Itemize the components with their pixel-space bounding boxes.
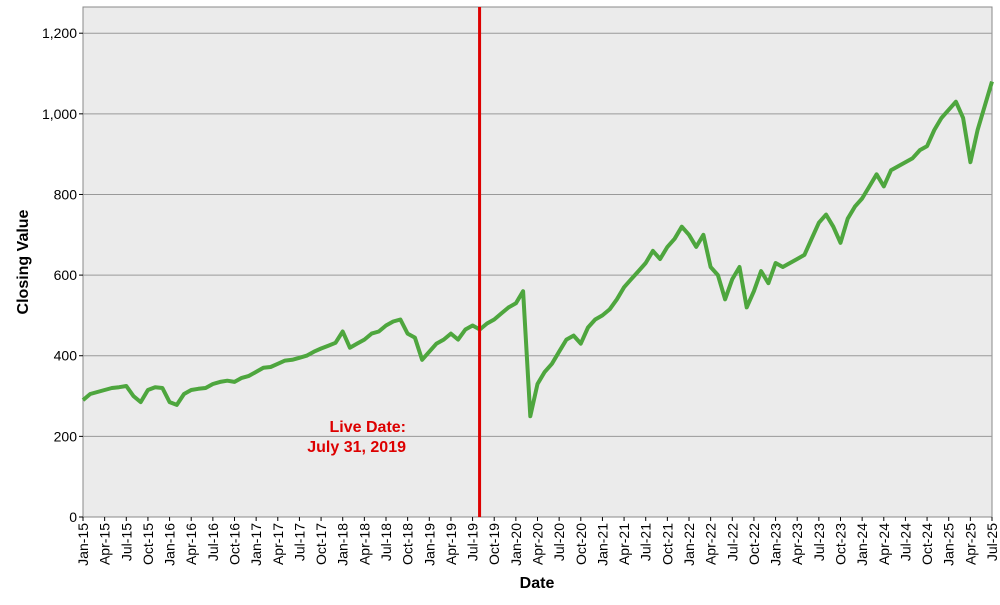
x-tick-label: Jan-22 [681, 523, 697, 566]
x-tick-label: Jan-15 [75, 523, 91, 566]
x-tick-label: Apr-17 [270, 523, 286, 565]
x-tick-label: Apr-16 [183, 523, 199, 565]
x-tick-label: Oct-19 [486, 523, 502, 565]
y-tick-label: 1,000 [42, 106, 77, 122]
x-tick-label: Apr-19 [443, 523, 459, 565]
x-tick-label: Apr-24 [876, 523, 892, 565]
x-tick-label: Apr-21 [616, 523, 632, 565]
x-tick-label: Jan-25 [941, 523, 957, 566]
x-tick-label: Jan-18 [335, 523, 351, 566]
x-tick-label: Oct-17 [313, 523, 329, 565]
x-tick-label: Oct-22 [746, 523, 762, 565]
x-tick-label: Oct-18 [400, 523, 416, 565]
x-tick-label: Jan-19 [421, 523, 437, 566]
x-tick-label: Jul-15 [118, 523, 134, 561]
x-tick-label: Jan-16 [162, 523, 178, 566]
x-tick-label: Jul-24 [897, 523, 913, 561]
x-tick-label: Apr-15 [97, 523, 113, 565]
x-tick-label: Apr-22 [703, 523, 719, 565]
annotation: July 31, 2019 [307, 439, 406, 456]
x-tick-label: Apr-25 [962, 523, 978, 565]
x-tick-label: Jan-17 [248, 523, 264, 566]
x-tick-label: Jan-23 [768, 523, 784, 566]
y-tick-label: 1,200 [42, 25, 77, 41]
x-tick-label: Jan-20 [508, 523, 524, 566]
price-line [81, 81, 994, 419]
x-tick-label: Apr-20 [530, 523, 546, 565]
x-tick-label: Apr-23 [789, 523, 805, 565]
x-tick-label: Oct-15 [140, 523, 156, 565]
x-tick-label: Jul-19 [465, 523, 481, 561]
x-tick-label: Jan-21 [594, 523, 610, 566]
x-tick-label: Jul-18 [378, 523, 394, 561]
x-tick-label: Oct-20 [573, 523, 589, 565]
plot-area [82, 6, 993, 518]
y-tick-label: 200 [54, 428, 78, 444]
y-tick-label: 600 [54, 267, 78, 283]
y-tick-label: 400 [54, 348, 78, 364]
y-axis-title: Closing Value [15, 209, 32, 314]
x-tick-label: Jul-25 [984, 523, 1000, 561]
x-tick-label: Jul-17 [291, 523, 307, 561]
x-tick-label: Oct-16 [227, 523, 243, 565]
x-tick-label: Jul-22 [724, 523, 740, 561]
annotation: Live Date: [330, 419, 406, 436]
x-axis-title: Date [520, 575, 555, 592]
y-tick-label: 800 [54, 186, 78, 202]
x-tick-label: Oct-21 [659, 523, 675, 565]
x-tick-label: Jan-24 [854, 523, 870, 566]
x-tick-label: Jul-20 [551, 523, 567, 561]
x-tick-label: Jul-21 [638, 523, 654, 561]
x-tick-label: Oct-24 [919, 523, 935, 565]
y-tick-label: 0 [69, 509, 77, 525]
x-tick-label: Apr-18 [356, 523, 372, 565]
x-tick-label: Jul-16 [205, 523, 221, 561]
x-tick-label: Oct-23 [833, 523, 849, 565]
x-tick-label: Jul-23 [811, 523, 827, 561]
